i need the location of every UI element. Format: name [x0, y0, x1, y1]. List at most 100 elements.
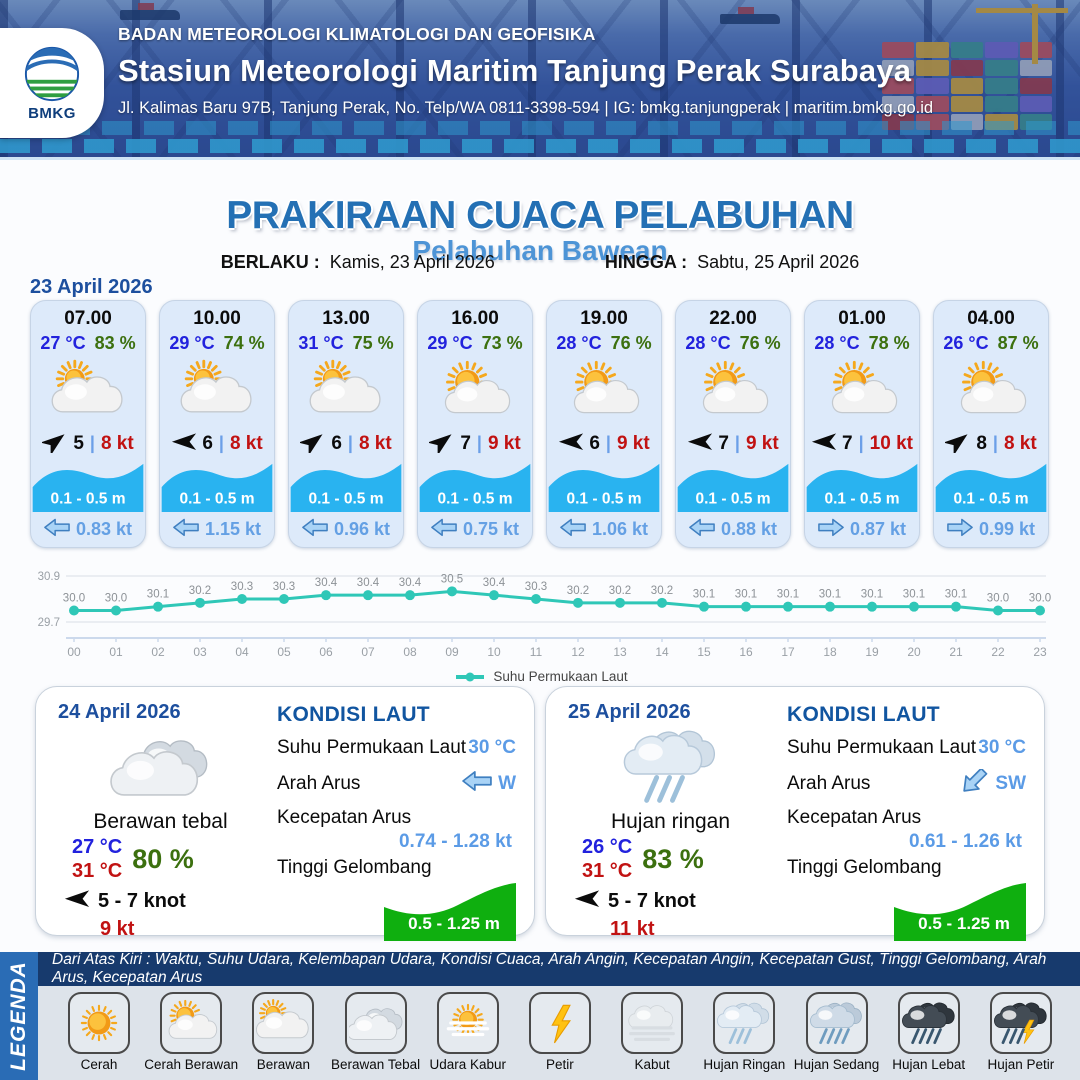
svg-text:14: 14: [655, 645, 669, 659]
wave-height-band: 0.1 - 0.5 m: [548, 463, 660, 513]
wind-speed: 6: [589, 432, 600, 454]
udara-kabur-icon: [436, 992, 499, 1054]
air-temperature: 29 °C: [427, 333, 473, 353]
current-speed: 1.15 kt: [204, 519, 262, 540]
svg-text:29.7: 29.7: [38, 617, 60, 629]
container-block: [985, 42, 1018, 58]
hujan-petir-icon: [989, 992, 1052, 1054]
svg-text:21: 21: [949, 645, 963, 659]
svg-text:02: 02: [151, 645, 165, 659]
svg-text:30.4: 30.4: [357, 577, 380, 589]
container-block: [882, 96, 915, 112]
wind-direction-icon: [427, 430, 455, 458]
air-temperature: 26 °C: [943, 333, 989, 353]
svg-text:19: 19: [865, 645, 879, 659]
bmkg-logo: BMKG: [0, 28, 104, 138]
svg-text:01: 01: [109, 645, 123, 659]
current-row: 1.06 kt: [547, 512, 661, 547]
air-temperature: 29 °C: [169, 333, 215, 353]
current-row: 0.88 kt: [676, 512, 790, 547]
station-name: Stasiun Meteorologi Maritim Tanjung Pera…: [118, 53, 912, 88]
container-block: [882, 78, 915, 94]
sea-conditions-heading: KONDISI LAUT: [787, 703, 940, 726]
svg-text:00: 00: [67, 645, 81, 659]
svg-text:20: 20: [907, 645, 921, 659]
svg-text:0.1 - 0.5 m: 0.1 - 0.5 m: [437, 490, 512, 507]
cerah-berawan-icon: [160, 992, 223, 1054]
weather-icon: [568, 724, 773, 808]
weather-icon: [816, 354, 908, 430]
container-block: [1019, 96, 1052, 112]
wind-direction-icon: [811, 430, 837, 458]
humidity: 83 %: [94, 333, 136, 353]
hourly-forecast-card: 19.00 28 °C 76 % 6 | 9 kt 0.1 - 0.5 m 1.…: [546, 300, 662, 548]
weather-icon: [300, 354, 392, 430]
svg-text:30.2: 30.2: [651, 585, 673, 597]
container-block: [950, 96, 984, 112]
air-temperature: 28 °C: [556, 333, 602, 353]
current-direction-value: W: [498, 773, 516, 794]
port-name: Pelabuhan Bawean: [412, 235, 668, 267]
wind-direction-icon: [687, 430, 713, 458]
svg-text:0.1 - 0.5 m: 0.1 - 0.5 m: [695, 490, 770, 507]
wind-direction-icon: [298, 430, 326, 458]
validity-row: BERLAKU : Kamis, 23 April 2026 HINGGA : …: [0, 252, 1080, 273]
wind-speed-range: 5 - 7 knot: [608, 890, 696, 913]
svg-text:30.1: 30.1: [693, 589, 715, 601]
svg-text:30.0: 30.0: [987, 593, 1009, 605]
header-banner: BMKG BADAN METEOROLOGI KLIMATOLOGI DAN G…: [0, 0, 1080, 157]
wind-row: 7 | 9 kt: [687, 430, 779, 458]
wind-row: 5 | 8 kt: [40, 430, 134, 458]
forecast-time: 07.00: [64, 308, 112, 329]
current-direction-icon: [947, 517, 973, 543]
legend-items-row: Cerah Cerah Berawan Berawan Berawan Teba…: [38, 986, 1080, 1080]
spacer: [505, 252, 595, 273]
berawan-icon: [252, 992, 315, 1054]
hourly-forecast-card: 10.00 29 °C 74 % 6 | 8 kt 0.1 - 0.5 m 1.…: [159, 300, 275, 548]
crane-illustration: [1032, 4, 1038, 64]
svg-text:0.5 - 1.25 m: 0.5 - 1.25 m: [918, 914, 1010, 933]
weather-icon: [171, 354, 263, 430]
svg-text:08: 08: [403, 645, 417, 659]
svg-text:30.0: 30.0: [1029, 593, 1051, 605]
svg-text:30.4: 30.4: [399, 577, 422, 589]
bmkg-logo-icon: [24, 46, 80, 101]
svg-text:30.9: 30.9: [38, 571, 60, 583]
svg-text:30.1: 30.1: [777, 589, 799, 601]
gust-speed: 8 kt: [100, 432, 134, 454]
forecast-time: 01.00: [838, 308, 886, 329]
legend-item-label: Berawan Tebal: [331, 1057, 421, 1072]
sst-value: 30 °C: [468, 737, 516, 758]
container-block: [1019, 78, 1052, 94]
svg-text:0.1 - 0.5 m: 0.1 - 0.5 m: [179, 490, 254, 507]
svg-text:30.0: 30.0: [105, 593, 127, 605]
weather-icon: [945, 354, 1037, 430]
current-direction-value: SW: [995, 773, 1026, 794]
current-direction-icon: [818, 517, 844, 543]
wave-height-band: 0.1 - 0.5 m: [290, 463, 402, 513]
hourly-forecast-row: 07.00 27 °C 83 % 5 | 8 kt 0.1 - 0.5 m 0.…: [30, 300, 1053, 548]
svg-text:30.3: 30.3: [273, 581, 295, 593]
container-block: [985, 78, 1018, 94]
separator: |: [89, 433, 95, 454]
wave-height-band: 0.1 - 0.5 m: [806, 463, 918, 513]
separator: |: [347, 433, 353, 454]
svg-text:06: 06: [319, 645, 333, 659]
container-block: [882, 42, 915, 58]
svg-text:16: 16: [739, 645, 753, 659]
current-direction-icon: [689, 517, 715, 543]
wind-speed: 8: [976, 432, 987, 454]
current-speed: 0.75 kt: [462, 519, 520, 540]
chart-legend-marker-icon: [456, 672, 485, 681]
svg-text:04: 04: [235, 645, 249, 659]
svg-text:30.3: 30.3: [525, 581, 547, 593]
gust-speed: 8 kt: [229, 432, 263, 454]
wind-speed: 5: [73, 432, 84, 454]
min-temperature: 26 °C: [582, 836, 633, 858]
sst-chart-plot: 30.9 29.7 30.0 00 30.0 01 30.1 02 30.2 0…: [38, 571, 1052, 659]
summary-date: 25 April 2026: [568, 701, 691, 723]
container-block: [950, 42, 984, 58]
legend-item: Berawan: [238, 992, 328, 1072]
current-speed: 0.88 kt: [720, 519, 778, 540]
hourly-forecast-card: 13.00 31 °C 75 % 6 | 8 kt 0.1 - 0.5 m 0.…: [288, 300, 404, 548]
